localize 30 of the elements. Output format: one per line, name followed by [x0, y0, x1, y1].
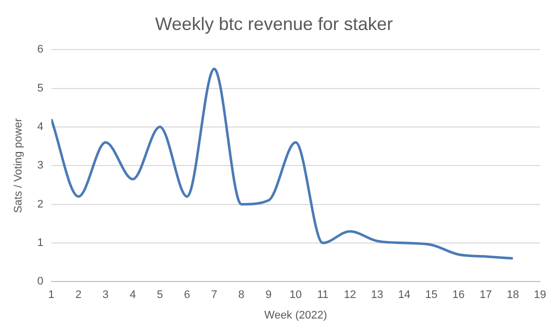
x-tick-label: 7: [211, 289, 218, 302]
y-tick-label: 2: [37, 198, 44, 210]
x-tick-label: 6: [184, 289, 190, 302]
y-tick-label: 4: [37, 120, 44, 133]
chart-title: Weekly btc revenue for staker: [155, 14, 393, 34]
x-tick-label: 12: [344, 289, 356, 302]
y-tick-label: 1: [37, 236, 44, 249]
x-tick-label: 18: [506, 289, 519, 302]
x-tick-label: 10: [290, 289, 302, 302]
x-tick-label: 1: [48, 289, 54, 302]
y-tick-label: 6: [37, 44, 44, 56]
x-tick-label: 3: [102, 289, 109, 302]
line-series: [51, 68, 514, 260]
y-tick-label: 5: [37, 82, 44, 94]
x-tick-label: 13: [370, 289, 384, 302]
x-tick-label: 9: [265, 289, 272, 302]
x-tick-label: 5: [156, 289, 163, 302]
y-axis-title: Sats / Voting power: [12, 118, 25, 213]
x-tick-label: 16: [452, 289, 465, 302]
x-axis-title: Week (2022): [264, 309, 328, 322]
x-tick-label: 4: [130, 289, 136, 302]
y-tick-label: 0: [37, 276, 44, 288]
x-tick-label: 15: [425, 289, 438, 302]
x-tick-label: 14: [398, 289, 410, 302]
x-tick-label: 2: [75, 289, 82, 302]
x-tick-label: 8: [238, 289, 244, 302]
x-tick-label: 19: [534, 289, 546, 302]
y-tick-label: 3: [37, 160, 44, 172]
x-tick-label: 11: [317, 289, 329, 302]
x-tick-label: 17: [480, 289, 492, 302]
